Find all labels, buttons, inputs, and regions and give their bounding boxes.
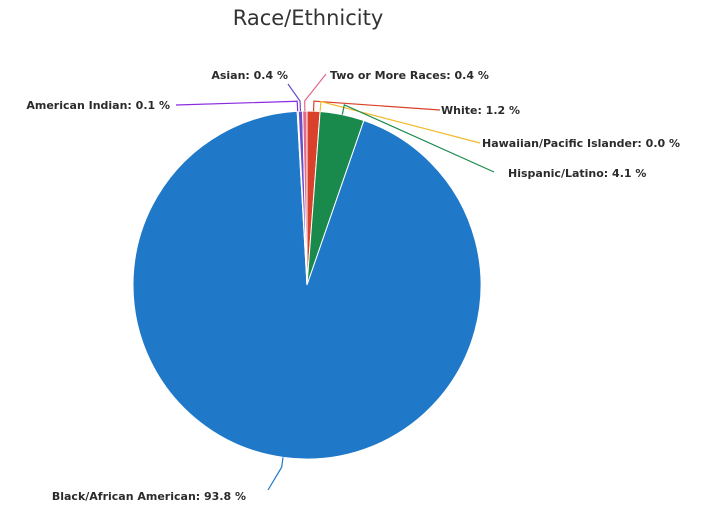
label-two-or-more-races: Two or More Races: 0.4 % <box>330 69 489 82</box>
leader-lines <box>175 73 495 491</box>
label-hispanic-latino: Hispanic/Latino: 4.1 % <box>508 167 646 180</box>
label-black-african-american: Black/African American: 93.8 % <box>52 490 246 503</box>
slice-two-or-more-races <box>302 110 308 286</box>
slice-labels: White: 1.2 % Hawaiian/Pacific Islander: 0… <box>26 69 680 503</box>
label-american-indian: American Indian: 0.1 % <box>26 99 170 112</box>
leader-two-or-more-races <box>304 73 327 112</box>
label-hawaiian-pacific-islander: Hawaiian/Pacific Islander: 0.0 % <box>482 137 680 150</box>
leader-hawaiian-pacific-islander <box>319 100 481 144</box>
slice-black-african-american <box>132 110 482 460</box>
label-asian: Asian: 0.4 % <box>211 69 288 82</box>
pie-slices <box>132 110 482 460</box>
leader-black-african-american <box>267 457 284 491</box>
label-white: White: 1.2 % <box>441 104 520 117</box>
leader-asian <box>287 83 302 112</box>
chart-title: Race/Ethnicity <box>232 6 384 30</box>
leader-american-indian <box>175 100 299 112</box>
leader-hispanic-latino <box>341 103 495 173</box>
leader-white <box>312 100 441 112</box>
